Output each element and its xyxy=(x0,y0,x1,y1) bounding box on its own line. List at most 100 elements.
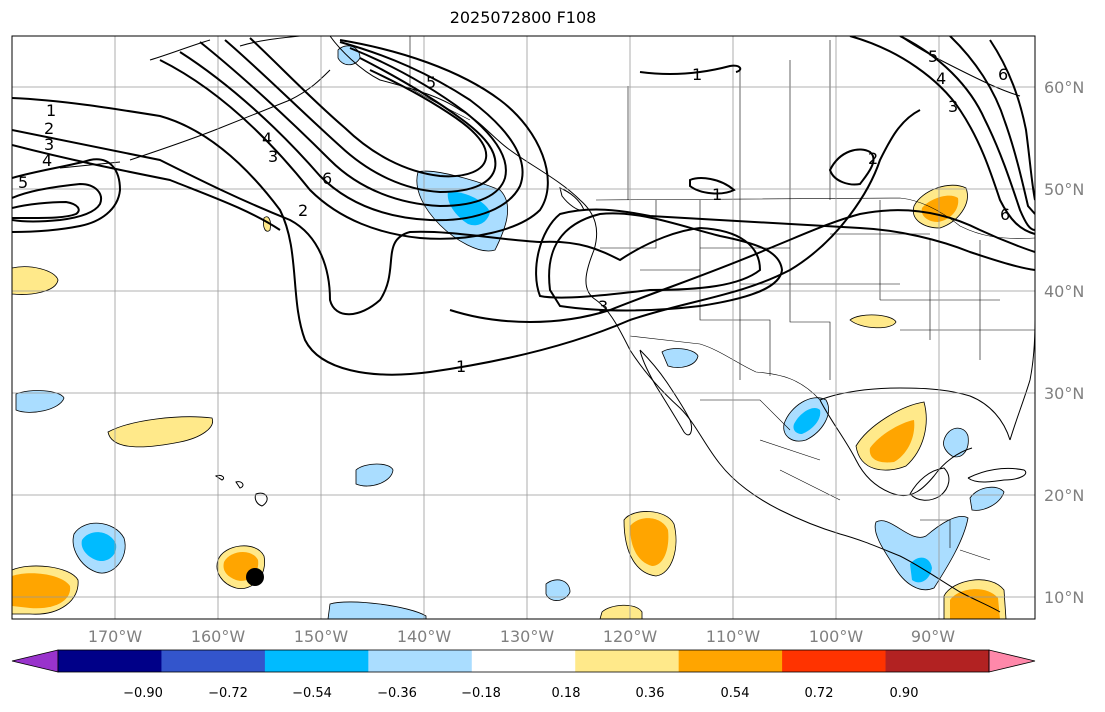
contour-label: 2 xyxy=(298,201,308,220)
colorbar-tick-label: −0.36 xyxy=(377,686,417,701)
contour-label: 4 xyxy=(936,69,946,88)
lon-label: 160°W xyxy=(191,627,246,646)
contour-label: 1 xyxy=(46,101,56,120)
lon-label: 90°W xyxy=(911,627,955,646)
colorbar-segment xyxy=(264,650,369,672)
shade-blue-south-pacific xyxy=(545,579,571,601)
map-frame xyxy=(11,35,1036,620)
coast-bering xyxy=(149,36,301,61)
contour-alaska-2 xyxy=(179,41,524,222)
border-central-america xyxy=(920,519,991,561)
contour-ridge-inner xyxy=(548,212,784,312)
lon-label: 100°W xyxy=(809,627,864,646)
contour-label: 2 xyxy=(44,119,54,138)
shade-orange-southwest xyxy=(12,573,71,609)
shade-orange-east-pacific xyxy=(630,518,669,566)
lat-label: 30°N xyxy=(1044,384,1084,403)
contour-alaska-1 xyxy=(159,39,549,240)
lat-label: 20°N xyxy=(1044,486,1084,505)
island-hawaii xyxy=(214,475,268,507)
coast-east-us xyxy=(1009,319,1035,441)
lat-label: 10°N xyxy=(1044,588,1084,607)
colorbar-extend-low xyxy=(11,649,59,673)
longitude-labels: 170°W 160°W 150°W 140°W 130°W 120°W 110°… xyxy=(88,627,955,646)
colorbar-tick-label: 0.18 xyxy=(552,686,581,701)
contour-alaska-3 xyxy=(199,41,507,208)
colorbar-segment xyxy=(678,650,783,672)
lat-lon-grid xyxy=(12,36,1035,619)
colorbar-tick-label: −0.54 xyxy=(292,686,332,701)
lon-label: 140°W xyxy=(397,627,452,646)
contour-west-pacific-loop xyxy=(12,158,122,233)
colorbar-tick-label: 0.36 xyxy=(636,686,665,701)
colorbar-tick-label: −0.90 xyxy=(123,686,163,701)
contour-label: 6 xyxy=(998,65,1008,84)
shade-orange-gulf xyxy=(869,420,915,463)
colorbar-tick-label: 0.54 xyxy=(721,686,750,701)
border-us-mexico xyxy=(629,335,821,401)
colorbar-tick-label: −0.72 xyxy=(208,686,248,701)
coast-hudson xyxy=(899,36,1021,97)
lat-label: 40°N xyxy=(1044,282,1084,301)
lat-label: 60°N xyxy=(1044,78,1084,97)
contour-label: 1 xyxy=(692,65,702,84)
contour-yukon-1 xyxy=(639,64,742,75)
island-vancouver xyxy=(559,187,585,211)
contours xyxy=(12,36,1035,376)
contour-label: 3 xyxy=(598,297,608,316)
contour-label: 2 xyxy=(868,149,878,168)
contour-2 xyxy=(12,129,1035,316)
lat-label: 50°N xyxy=(1044,180,1084,199)
contour-hudson-2 xyxy=(828,148,875,186)
coast-cuba xyxy=(967,467,1027,483)
colorbar-segment xyxy=(885,650,990,672)
colorbar-segment xyxy=(58,650,162,672)
contour-label: 1 xyxy=(712,185,722,204)
map-title: 2025072800 F108 xyxy=(449,8,597,27)
contour-small-1 xyxy=(689,177,736,195)
lon-label: 110°W xyxy=(706,627,761,646)
contour-label: 5 xyxy=(426,73,436,92)
contour-label: 3 xyxy=(44,135,54,154)
shade-yellow-south-edge xyxy=(599,604,643,619)
colorbar-segment xyxy=(161,650,266,672)
contour-east-north-2 xyxy=(899,36,1035,231)
border-canada-provinces xyxy=(627,40,831,200)
shade-cyan-hawaii-west xyxy=(81,532,117,562)
colorbar-border xyxy=(57,649,990,673)
shade-blue-west-pacific xyxy=(15,390,65,413)
coast-gulf xyxy=(819,399,973,496)
shade-blue-baja xyxy=(661,348,699,368)
lon-label: 120°W xyxy=(603,627,658,646)
shade-blue-caribbean xyxy=(969,486,1005,511)
map-canvas: 1 2 3 4 5 1 1 1 2 2 3 3 3 4 4 5 5 6 6 6 xyxy=(12,36,1035,619)
lon-label: 150°W xyxy=(294,627,349,646)
contour-label: 3 xyxy=(948,97,958,116)
shade-blue-central-america xyxy=(874,516,969,591)
colorbar-tick-labels: −0.90 −0.72 −0.54 −0.36 −0.18 0.18 0.36 … xyxy=(123,686,918,701)
contour-label: 6 xyxy=(1000,205,1010,224)
storm-position-dot xyxy=(246,568,264,586)
contour-alaska-5 xyxy=(249,37,488,178)
colorbar-segment xyxy=(782,650,887,672)
colorbar-extend-high xyxy=(988,649,1036,673)
contour-label: 3 xyxy=(268,147,278,166)
lon-label: 130°W xyxy=(500,627,555,646)
colorbar: −0.90 −0.72 −0.54 −0.36 −0.18 0.18 0.36 … xyxy=(11,649,1036,701)
contour-1-main xyxy=(12,97,921,376)
shade-blue-small-pacific xyxy=(355,463,394,487)
contour-east-north xyxy=(849,36,1035,235)
shade-blue-alaska-bit xyxy=(337,45,361,66)
coast-gulf-us xyxy=(819,387,1011,441)
lon-label: 170°W xyxy=(88,627,143,646)
colorbar-segments xyxy=(11,649,1036,673)
shade-yellow-central-pacific xyxy=(107,416,213,448)
contour-west-pacific-inner xyxy=(12,182,102,223)
shaded-regions xyxy=(12,45,1007,619)
contour-label-group: 1 2 3 4 5 1 1 1 2 2 3 3 3 4 4 5 5 6 6 6 xyxy=(18,47,1010,376)
coast-baja xyxy=(639,349,693,436)
shade-orange-panama xyxy=(950,589,1000,619)
contour-label: 5 xyxy=(18,173,28,192)
shade-yellow-west-edge xyxy=(12,266,59,295)
